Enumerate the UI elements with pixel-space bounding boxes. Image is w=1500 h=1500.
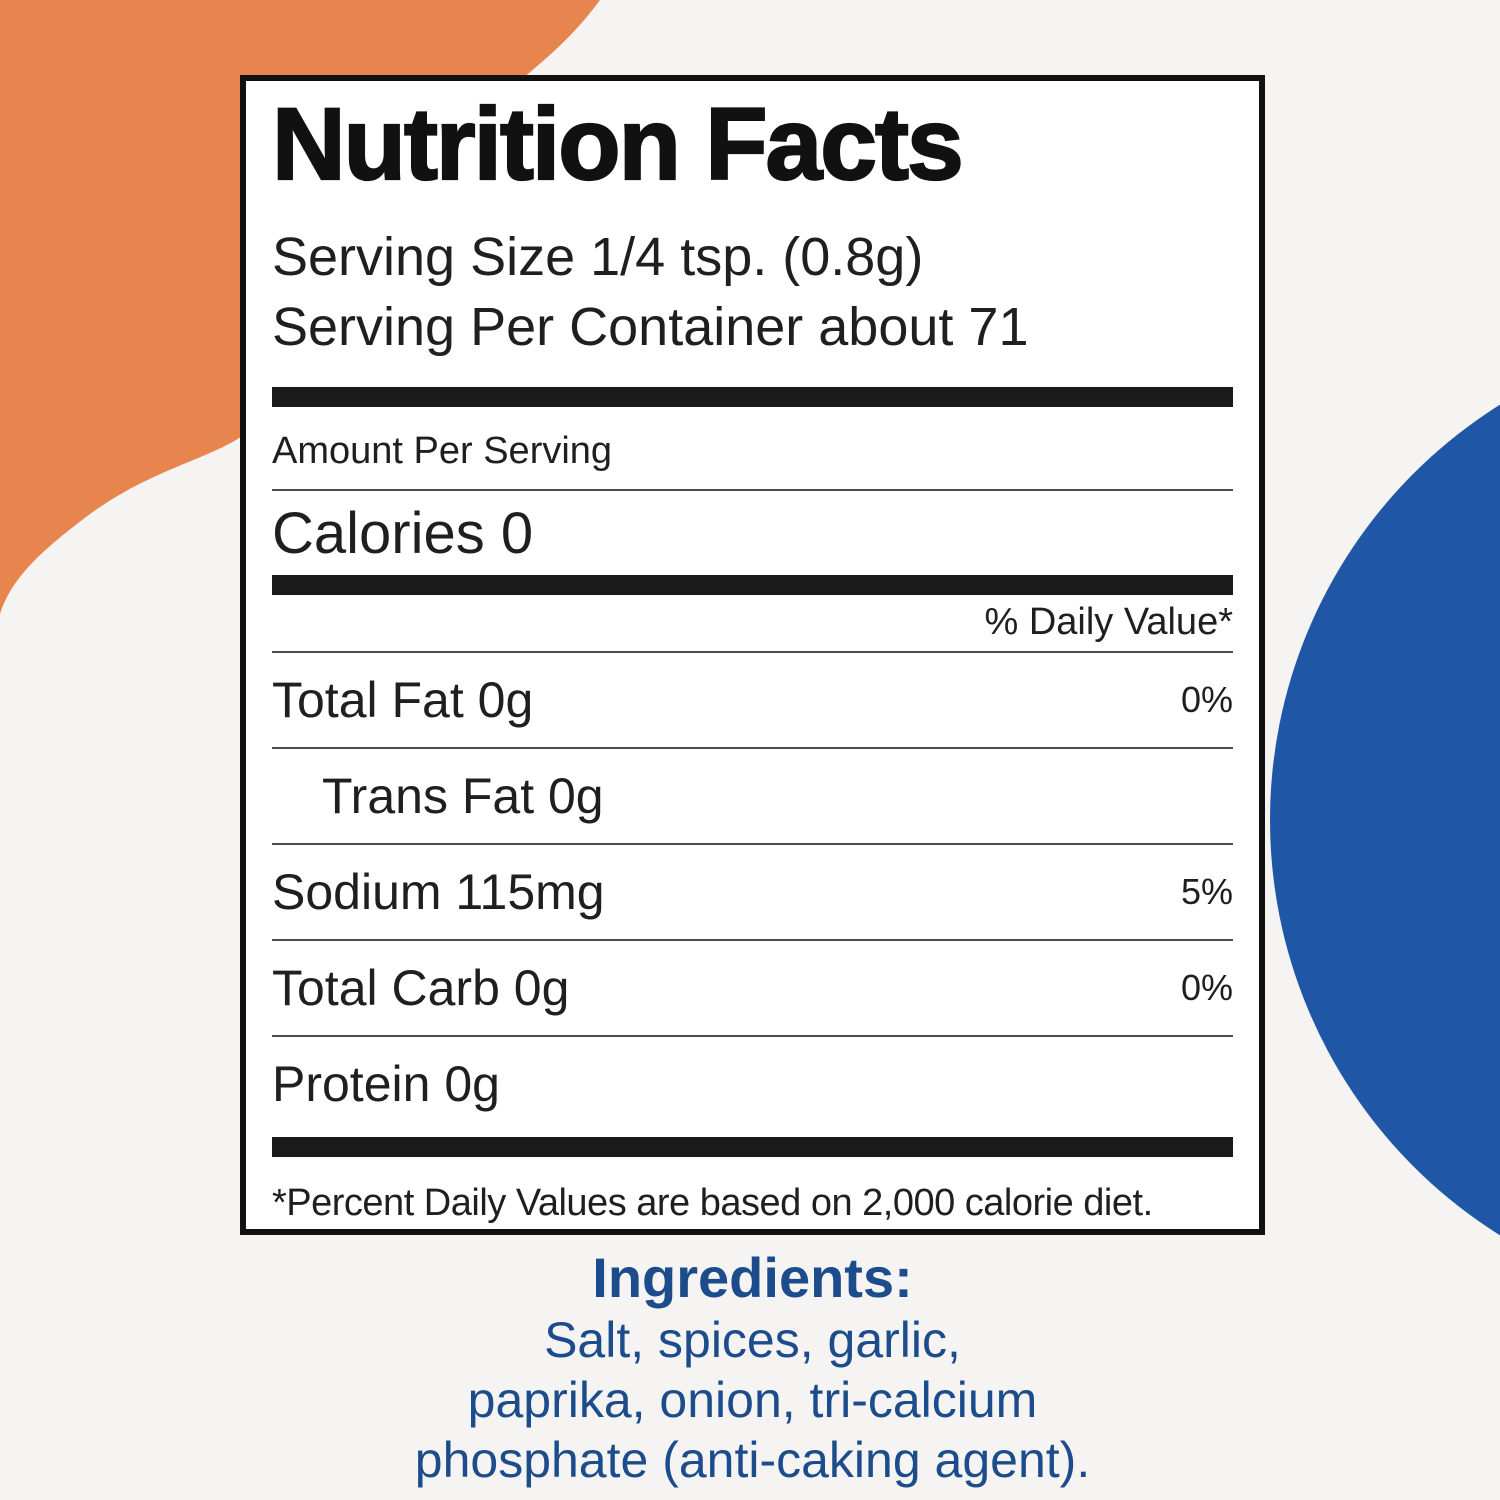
thin-divider (272, 489, 1233, 492)
ingredients-heading: Ingredients: (592, 1246, 913, 1309)
nutrition-facts-label: Nutrition Facts Serving Size 1/4 tsp. (0… (240, 75, 1265, 1235)
thick-divider-bottom (272, 1137, 1233, 1158)
ingredients-section: Ingredients: Salt, spices, garlic, papri… (240, 1246, 1265, 1490)
ingredients-line: phosphate (anti-caking agent). (414, 1432, 1091, 1488)
nutrient-name: Protein 0g (272, 1056, 500, 1113)
nutrient-row-protein: Protein 0g (272, 1037, 1233, 1131)
nutrient-name: Sodium 115mg (272, 864, 605, 921)
thin-divider (272, 1035, 1233, 1038)
serving-size-text: Serving Size 1/4 tsp. (0.8g) (272, 227, 924, 288)
nutrient-row-trans-fat: Trans Fat 0g (272, 749, 1233, 843)
ingredients-line: paprika, onion, tri-calcium (467, 1372, 1038, 1428)
nutrient-name: Total Carb 0g (272, 960, 570, 1017)
nutrient-row-sodium: Sodium 115mg 5% (272, 845, 1233, 939)
nutrient-name: Total Fat 0g (272, 672, 534, 729)
thin-divider (272, 651, 1233, 654)
thin-divider (272, 939, 1233, 942)
ingredients-line: Salt, spices, garlic, (544, 1312, 961, 1368)
thin-divider (272, 747, 1233, 750)
nutrient-daily-value: 5% (1180, 871, 1233, 913)
daily-value-header: % Daily Value* (984, 601, 1233, 644)
nutrition-facts-title: Nutrition Facts (271, 87, 965, 201)
nutrient-daily-value: 0% (1180, 679, 1233, 721)
nutrient-daily-value: 0% (1180, 967, 1233, 1009)
nutrient-row-total-fat: Total Fat 0g 0% (272, 653, 1233, 747)
thin-divider (272, 843, 1233, 846)
nutrient-row-total-carb: Total Carb 0g 0% (272, 941, 1233, 1035)
nutrient-name: Trans Fat 0g (322, 768, 604, 825)
calories-line: Calories 0 (272, 501, 534, 567)
servings-per-container-text: Serving Per Container about 71 (272, 297, 1029, 358)
daily-value-footnote: *Percent Daily Values are based on 2,000… (272, 1182, 1153, 1225)
thick-divider-middle (272, 575, 1233, 596)
amount-per-serving-text: Amount Per Serving (272, 430, 613, 473)
thick-divider-top (272, 387, 1233, 408)
